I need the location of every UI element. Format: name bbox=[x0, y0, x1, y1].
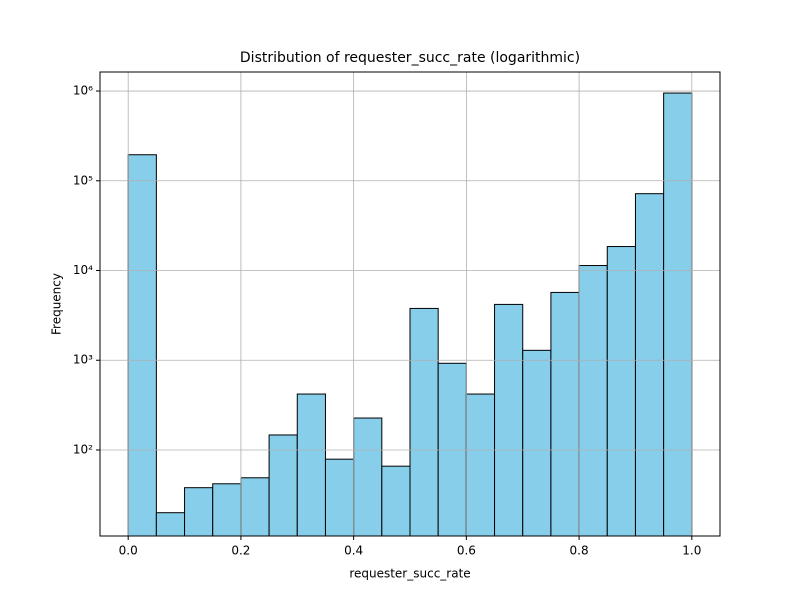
bar bbox=[240, 477, 270, 537]
y-tick-label: 10⁴ bbox=[73, 263, 93, 277]
x-tick-label: 0.8 bbox=[570, 544, 589, 558]
x-axis-label: requester_succ_rate bbox=[349, 567, 470, 581]
bar bbox=[353, 417, 383, 537]
bar bbox=[155, 512, 186, 537]
x-tick-label: 0.0 bbox=[119, 544, 138, 558]
x-tick-label: 0.6 bbox=[457, 544, 476, 558]
chart-title: Distribution of requester_succ_rate (log… bbox=[240, 50, 580, 66]
y-tick-label: 10³ bbox=[73, 353, 93, 367]
bar bbox=[606, 246, 636, 537]
bar bbox=[663, 92, 693, 537]
bar bbox=[296, 393, 326, 537]
bar bbox=[522, 349, 552, 537]
bar bbox=[409, 307, 439, 537]
bar bbox=[268, 434, 298, 537]
x-tick-label: 1.0 bbox=[682, 544, 701, 558]
bar bbox=[494, 303, 524, 537]
bar bbox=[465, 393, 496, 537]
bar bbox=[184, 487, 214, 537]
x-tick-label: 0.2 bbox=[231, 544, 250, 558]
bar bbox=[324, 458, 355, 537]
bar bbox=[212, 483, 242, 537]
x-tick-label: 0.4 bbox=[344, 544, 363, 558]
y-tick-label: 10² bbox=[73, 442, 93, 456]
y-axis-label: Frequency bbox=[50, 273, 64, 335]
y-tick-label: 10⁶ bbox=[73, 84, 93, 98]
bar bbox=[550, 291, 580, 537]
plot-frame bbox=[99, 71, 721, 537]
bar bbox=[634, 193, 665, 537]
y-tick-label: 10⁵ bbox=[73, 173, 93, 187]
bar bbox=[578, 265, 608, 537]
bar bbox=[381, 465, 411, 537]
bar bbox=[127, 154, 157, 537]
